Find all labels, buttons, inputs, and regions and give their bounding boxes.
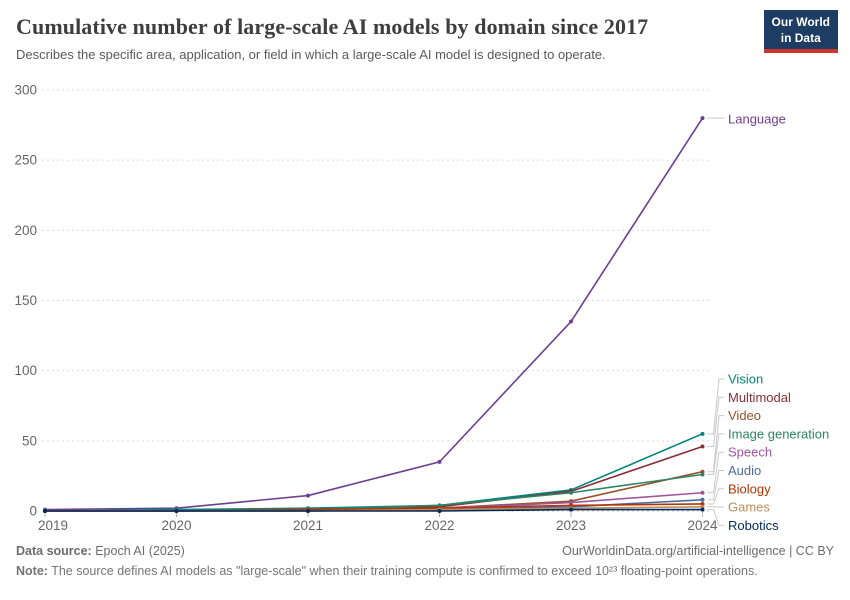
owid-logo-line2: in Data (780, 30, 821, 45)
y-axis-tick-label: 250 (14, 153, 37, 168)
y-axis-tick-label: 100 (14, 363, 37, 378)
chart-header: Cumulative number of large-scale AI mode… (0, 0, 850, 75)
note-value: The source defines AI models as "large-s… (47, 564, 758, 578)
data-source-line: Data source: Epoch AI (2025) (16, 544, 185, 558)
legend-connector-robotics (707, 509, 724, 526)
legend-label-language[interactable]: Language (728, 112, 786, 127)
y-axis-tick-label: 300 (14, 83, 37, 98)
legend-connector-image-generation (707, 433, 724, 476)
legend-label-vision[interactable]: Vision (728, 372, 763, 387)
legend-label-speech[interactable]: Speech (728, 445, 772, 460)
page-subtitle: Describes the specific area, application… (16, 47, 606, 62)
series-point-speech[interactable] (700, 490, 705, 495)
x-axis-tick-label: 2021 (293, 518, 323, 533)
legend-label-biology[interactable]: Biology (728, 481, 771, 496)
series-point-video[interactable] (700, 469, 705, 474)
legend-label-multimodal[interactable]: Multimodal (728, 390, 791, 405)
series-point-image-generation[interactable] (437, 503, 442, 508)
legend-connector-audio (707, 470, 724, 501)
y-axis-tick-label: 150 (14, 293, 37, 308)
legend-label-games[interactable]: Games (728, 500, 770, 515)
owid-attribution-link[interactable]: OurWorldinData.org/artificial-intelligen… (562, 544, 834, 558)
legend-label-image-generation[interactable]: Image generation (728, 426, 829, 441)
series-point-robotics[interactable] (569, 507, 573, 512)
chart-note: Note: The source defines AI models as "l… (16, 564, 834, 578)
legend-connector-speech (707, 451, 724, 494)
y-axis-tick-label: 50 (22, 433, 37, 448)
series-point-language[interactable] (306, 493, 310, 498)
series-point-robotics[interactable] (306, 509, 310, 513)
series-point-image-generation[interactable] (569, 490, 573, 495)
data-source-value: Epoch AI (2025) (91, 544, 185, 558)
series-point-image-generation[interactable] (700, 472, 705, 477)
owid-logo[interactable]: Our World in Data (763, 10, 838, 54)
series-point-language[interactable] (569, 319, 573, 324)
series-point-biology[interactable] (569, 503, 573, 508)
series-line-robotics[interactable] (45, 508, 703, 512)
legend-label-robotics[interactable]: Robotics (728, 518, 779, 533)
series-point-robotics[interactable] (174, 509, 179, 513)
y-axis-tick-label: 0 (29, 504, 37, 519)
series-point-robotics[interactable] (43, 509, 47, 513)
series-point-vision[interactable] (700, 431, 705, 436)
x-axis-tick-label: 2023 (556, 518, 586, 533)
x-axis-tick-label: 2019 (38, 518, 68, 533)
y-axis-tick-label: 200 (14, 223, 37, 238)
series-point-robotics[interactable] (700, 507, 705, 512)
series-point-speech[interactable] (569, 500, 573, 505)
series-line-language[interactable] (44, 117, 704, 511)
data-source-label: Data source: (16, 544, 92, 558)
series-point-robotics[interactable] (437, 509, 442, 513)
series-point-language[interactable] (437, 459, 442, 464)
owid-logo-line1: Our World (771, 15, 830, 29)
series-point-biology[interactable] (700, 501, 705, 506)
series-point-multimodal[interactable] (700, 444, 705, 449)
x-axis-tick-label: 2020 (161, 518, 191, 533)
page-title: Cumulative number of large-scale AI mode… (16, 14, 649, 39)
legend-connector-biology (707, 488, 724, 505)
legend-connector-vision (707, 378, 724, 435)
x-axis-tick-label: 2022 (424, 518, 454, 533)
x-axis-tick-label: 2024 (687, 518, 718, 533)
legend-connector-multimodal (707, 396, 724, 447)
series-point-games[interactable] (700, 504, 705, 509)
note-label: Note: (16, 564, 48, 578)
series-point-audio[interactable] (700, 497, 705, 502)
legend-label-video[interactable]: Video (728, 408, 761, 423)
line-chart-canvas[interactable]: 0 50 100 150 200 250 300 2019 2020 2021 2022 2023 20… (0, 75, 850, 537)
legend-label-audio[interactable]: Audio (728, 463, 761, 478)
legend-connector-video (707, 415, 724, 473)
series-point-language[interactable] (700, 116, 705, 121)
chart-footer: Data source: Epoch AI (2025) OurWorldinD… (0, 537, 850, 578)
